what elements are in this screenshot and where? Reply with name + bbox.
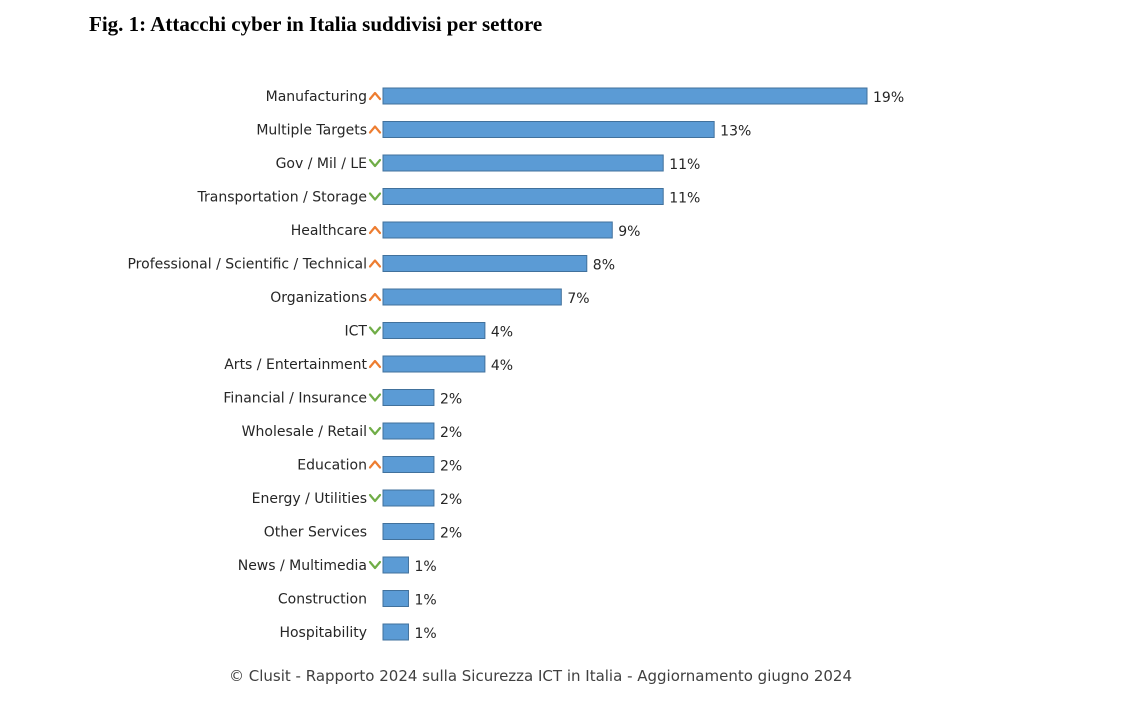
bar	[382, 221, 613, 239]
value-label: 4%	[491, 325, 513, 341]
category-label: Hospitability	[279, 625, 367, 641]
bar	[382, 87, 868, 105]
value-label: 1%	[414, 559, 436, 575]
trend-up-icon	[368, 460, 382, 469]
category-label: Gov / Mil / LE	[276, 156, 367, 172]
value-label: 2%	[440, 492, 462, 508]
value-label: 2%	[440, 459, 462, 475]
value-label: 11%	[669, 157, 700, 173]
trend-up-icon	[368, 91, 382, 101]
value-label: 11%	[669, 191, 700, 207]
value-label: 7%	[567, 291, 589, 307]
bar	[382, 188, 664, 205]
category-label: Transportation / Storage	[197, 190, 367, 206]
bar	[382, 590, 409, 607]
trend-up-icon	[368, 259, 382, 268]
bar	[382, 456, 435, 473]
bar	[382, 154, 664, 172]
trend-up-icon	[368, 125, 382, 134]
bar	[382, 489, 435, 507]
value-label: 2%	[440, 526, 462, 542]
value-label: 8%	[593, 258, 615, 274]
category-label: News / Multimedia	[238, 558, 367, 574]
bar	[382, 255, 588, 272]
category-label: Healthcare	[291, 223, 367, 239]
category-label: Energy / Utilities	[252, 491, 367, 507]
category-label: Financial / Insurance	[223, 391, 367, 407]
bar	[382, 389, 435, 406]
bar	[382, 322, 486, 339]
bar	[382, 422, 435, 440]
category-label: Multiple Targets	[256, 123, 367, 139]
trend-up-icon	[368, 292, 382, 302]
figure-title: Fig. 1: Attacchi cyber in Italia suddivi…	[89, 12, 543, 36]
trend-down-icon	[368, 493, 382, 503]
value-label: 1%	[414, 593, 436, 609]
trend-down-icon	[368, 326, 382, 335]
category-label: Manufacturing	[266, 89, 367, 105]
trend-down-icon	[368, 158, 382, 168]
value-label: 2%	[440, 392, 462, 408]
bar	[382, 623, 409, 641]
bar	[382, 121, 715, 138]
value-label: 2%	[440, 425, 462, 441]
bar	[382, 556, 409, 574]
trend-down-icon	[368, 192, 382, 201]
bar-chart: Manufacturing 19% Multiple Targets 13% Gov /…	[127, 87, 904, 642]
trend-down-icon	[368, 560, 382, 570]
category-label: Organizations	[270, 290, 367, 306]
value-label: 4%	[491, 358, 513, 374]
category-label: ICT	[345, 324, 368, 340]
trend-up-icon	[368, 225, 382, 235]
category-label: Wholesale / Retail	[242, 424, 367, 440]
category-label: Other Services	[264, 525, 367, 541]
category-label: Arts / Entertainment	[224, 357, 367, 373]
figure-caption: © Clusit - Rapporto 2024 sulla Sicurezza…	[229, 667, 853, 685]
value-label: 19%	[873, 90, 904, 106]
category-label: Education	[297, 458, 367, 474]
trend-down-icon	[368, 426, 382, 436]
value-label: 1%	[414, 626, 436, 642]
trend-up-icon	[368, 359, 382, 369]
bar	[382, 355, 486, 373]
trend-down-icon	[368, 393, 382, 402]
bar	[382, 523, 435, 540]
value-label: 9%	[618, 224, 640, 240]
bar	[382, 288, 562, 306]
category-label: Construction	[278, 592, 367, 608]
value-label: 13%	[720, 124, 751, 140]
category-label: Professional / Scientific / Technical	[127, 257, 367, 273]
